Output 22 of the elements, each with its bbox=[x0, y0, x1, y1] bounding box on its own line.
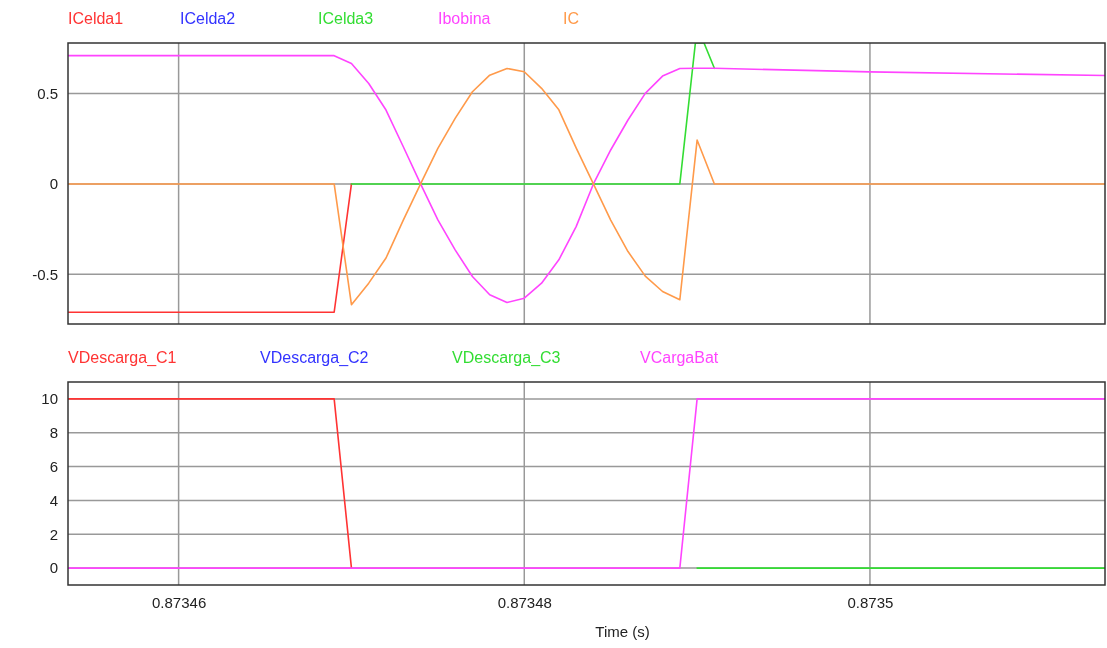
text: ICelda3 bbox=[318, 10, 374, 27]
legend-label: VDescarga_C2 bbox=[260, 349, 369, 367]
y-tick-label: 4 bbox=[49, 491, 58, 509]
text: IC bbox=[563, 10, 579, 27]
y-tick-label: 8 bbox=[49, 424, 58, 442]
text: VDescarga_C3 bbox=[452, 349, 561, 367]
text: VDescarga_C1 bbox=[68, 349, 177, 367]
text: Ibobina bbox=[438, 10, 491, 27]
x-axis-title: Time (s) bbox=[595, 623, 650, 640]
y-tick-label: -0.5 bbox=[32, 265, 58, 283]
y-tick-label: 2 bbox=[49, 525, 58, 543]
y-tick-label: 10 bbox=[41, 390, 58, 408]
y-tick-label: 6 bbox=[49, 457, 58, 475]
text: VCargaBat bbox=[640, 349, 719, 366]
y-tick-label: 0 bbox=[49, 559, 58, 577]
text: ICelda1 bbox=[68, 10, 124, 27]
y-tick-label: 0.5 bbox=[37, 84, 58, 102]
legend-label: ICelda2 bbox=[180, 10, 236, 27]
y-tick-label: 0 bbox=[49, 175, 58, 193]
x-tick-label: 0.87346 bbox=[152, 593, 207, 611]
x-tick-label: 0.8735 bbox=[847, 593, 894, 611]
x-tick-label: 0.87348 bbox=[497, 593, 552, 611]
